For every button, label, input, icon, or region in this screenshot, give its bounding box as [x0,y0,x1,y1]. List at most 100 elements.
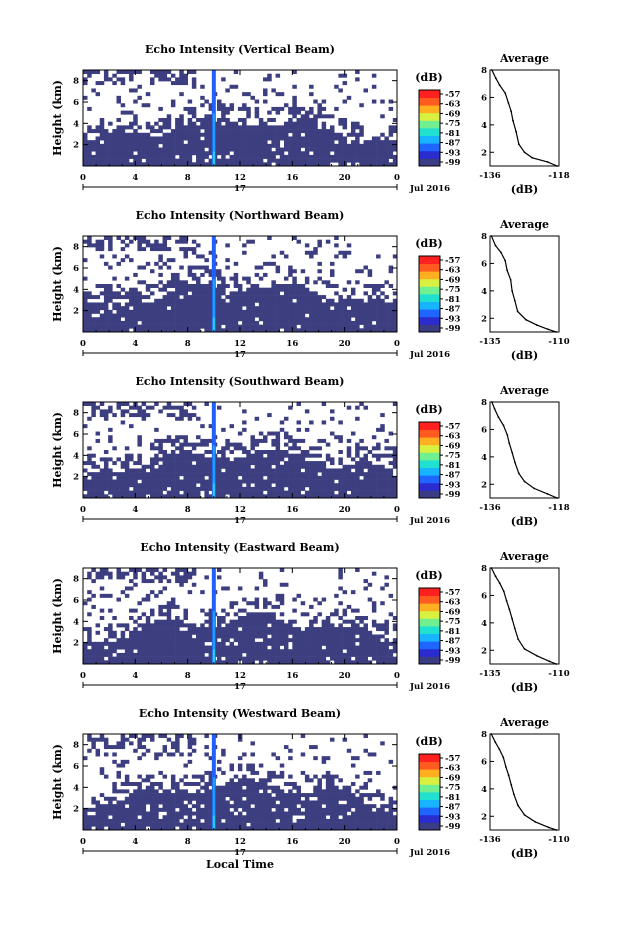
echo-cell [392,158,398,163]
echo-cell [246,136,251,141]
echo-cell [91,475,96,480]
echo-cell [233,483,239,488]
echo-cell [216,619,222,624]
echo-cell [384,317,389,322]
echo-cell [376,324,381,329]
echo-cell [162,494,168,499]
echo-cell [204,752,209,757]
echo-cell [170,472,176,477]
echo-cell [250,645,255,650]
echo-cell [250,468,255,473]
echo-cell [288,162,293,167]
echo-cell [279,324,285,329]
echo-cell [137,649,142,654]
echo-cell [103,287,109,292]
profile-point [515,130,517,133]
echo-cell [267,461,272,466]
echo-cell [254,616,260,620]
echo-cell [216,151,222,156]
echo-cell [120,486,126,491]
colorbar-segment [419,618,440,627]
echo-cell [317,438,322,443]
echo-cell [221,490,226,495]
echo-cell [108,796,113,801]
echo-cell [309,486,314,491]
echo-cell [309,468,314,473]
profile-point [494,244,497,247]
echo-cell [304,652,310,657]
echo-cell [191,313,197,318]
echo-cell [204,818,209,823]
echo-cell [166,630,172,635]
echo-cell [112,641,117,646]
echo-cell [87,129,92,134]
echo-cell [367,284,373,288]
echo-cell [162,243,168,248]
heatmap-cells [83,402,398,499]
echo-cell [141,265,147,270]
echo-cell [242,619,247,624]
echo-cell [216,450,222,454]
echo-cell [112,745,117,750]
echo-cell [108,645,113,650]
echo-cell [200,84,205,89]
echo-cell [103,752,109,757]
echo-cell [204,634,209,639]
echo-cell [359,652,364,657]
echo-cell [175,284,180,288]
echo-cell [87,630,92,635]
echo-cell [133,641,138,646]
echo-cell [179,638,184,643]
echo-cell [216,804,222,809]
echo-cell [103,129,109,134]
echo-cell [292,324,297,329]
echo-cell [258,494,264,499]
echo-cell [179,464,184,469]
echo-cell [338,616,343,620]
echo-cell [233,132,239,137]
echo-cell [376,328,381,333]
echo-cell [221,800,226,805]
echo-cell [99,770,105,775]
echo-cell [376,309,381,314]
echo-cell [359,328,364,333]
echo-cell [246,464,251,469]
echo-cell [103,811,109,816]
echo-cell [267,306,272,311]
echo-cell [183,608,188,613]
echo-cell [175,287,180,292]
y-tick-label: 2 [73,639,79,649]
echo-cell [124,291,130,296]
echo-cell [95,151,101,156]
echo-cell [376,147,381,152]
echo-cell [371,73,377,78]
echo-cell [216,645,222,650]
echo-cell [313,154,318,159]
echo-cell [145,136,151,141]
echo-cell [149,789,155,794]
echo-cell [246,276,251,281]
echo-cell [309,121,314,126]
echo-cell [149,475,155,480]
echo-cell [183,774,188,779]
echo-cell [267,612,272,617]
echo-cell [263,306,268,311]
echo-cell [133,88,138,93]
echo-cell [279,320,285,325]
echo-cell [83,756,88,761]
echo-cell [87,158,92,163]
echo-cell [392,627,398,632]
echo-cell [116,457,121,462]
echo-cell [83,162,88,167]
echo-cell [246,129,251,134]
echo-cell [221,608,226,613]
echo-cell [246,287,251,292]
echo-cell [149,782,155,786]
echo-cell [371,652,377,657]
echo-cell [321,99,327,104]
echo-cell [288,121,293,126]
echo-cell [208,125,214,130]
echo-cell [384,320,389,325]
echo-cell [321,317,327,322]
echo-cell [229,306,235,311]
